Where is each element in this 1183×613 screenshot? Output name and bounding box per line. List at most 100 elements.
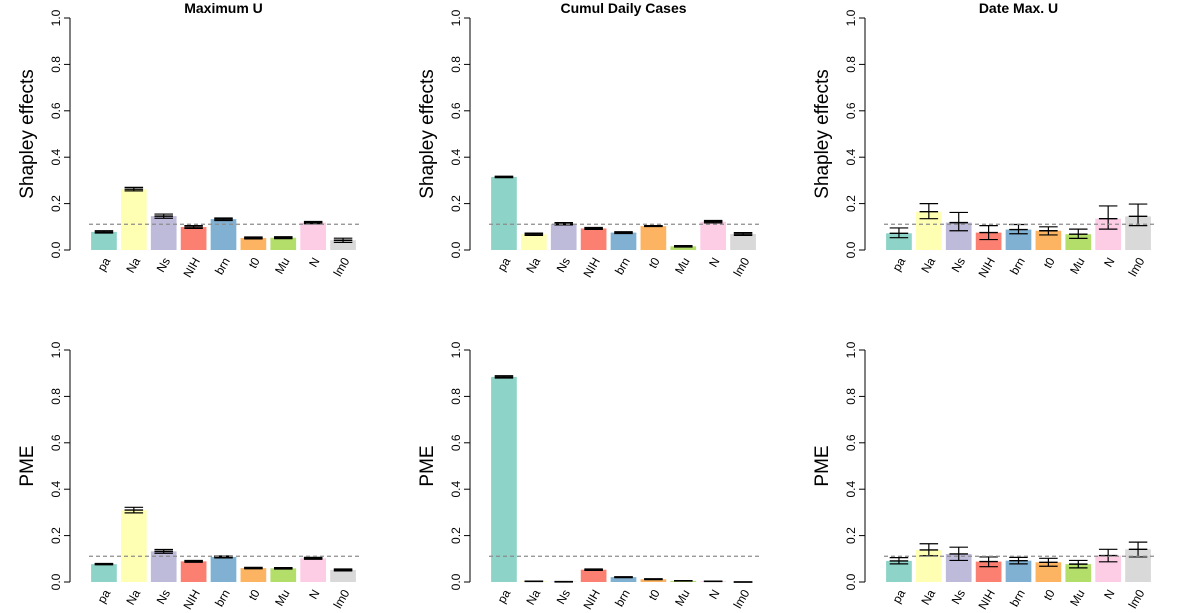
bar-brn [210, 556, 237, 582]
y-tick-label: 0.6 [844, 102, 858, 119]
x-tick-label: N [706, 587, 722, 602]
y-tick-label: 0.4 [449, 481, 463, 498]
x-tick-label: NIH [180, 255, 202, 280]
x-tick-label: pa [94, 255, 113, 274]
y-tick-label: 0.2 [844, 195, 858, 212]
x-tick-label: lm0 [731, 587, 753, 611]
bar-pa [91, 231, 117, 250]
bar-pa [886, 560, 912, 582]
y-tick-label: 1.0 [449, 9, 463, 26]
y-tick-label: 0.2 [844, 527, 858, 544]
bar-nih [180, 227, 207, 250]
bar-brn [1005, 229, 1032, 250]
bar-ns [550, 223, 577, 250]
y-tick-label: 0.0 [49, 241, 63, 258]
y-tick-label: 0.8 [449, 388, 463, 405]
bar-lm0 [730, 233, 756, 250]
x-tick-label: pa [889, 587, 908, 606]
y-axis-label: Shapley effects [17, 69, 38, 199]
panel-title: Cumul Daily Cases [560, 0, 686, 16]
x-tick-label: NIH [180, 587, 202, 612]
y-tick-label: 0.2 [449, 195, 463, 212]
x-tick-label: lm0 [331, 255, 353, 279]
x-tick-label: N [1101, 255, 1117, 270]
x-tick-label: t0 [646, 255, 663, 271]
y-tick-label: 1.0 [49, 9, 63, 26]
y-tick-label: 0.8 [49, 56, 63, 73]
bar-n [300, 222, 327, 250]
y-tick-label: 0.6 [844, 434, 858, 451]
bar-na [120, 189, 147, 250]
y-tick-label: 0.6 [49, 434, 63, 451]
x-tick-label: t0 [1041, 587, 1058, 603]
x-tick-label: Na [523, 255, 543, 276]
bar-pa [491, 176, 517, 250]
x-tick-label: brn [1007, 255, 1028, 277]
y-axis-label: Shapley effects [417, 69, 438, 199]
bar-n [700, 221, 727, 250]
y-tick-label: 0.0 [844, 241, 858, 258]
y-tick-label: 0.0 [449, 573, 463, 590]
x-tick-label: lm0 [1126, 587, 1148, 611]
x-tick-label: Na [918, 587, 938, 608]
bar-lm0 [330, 240, 356, 250]
x-tick-label: Na [523, 587, 543, 608]
bar-nih [580, 228, 607, 250]
panel-1: Maximum U 0.0 0.2 0.4 0.6 0.8 1.0 Shapley effec… [17, 0, 360, 280]
y-tick-label: 0.4 [449, 149, 463, 166]
bar-na [520, 234, 547, 250]
y-tick-label: 0.8 [49, 388, 63, 405]
bar-mu [670, 246, 697, 250]
x-tick-label: brn [1007, 587, 1028, 609]
panel-2: Cumul Daily Cases 0.0 0.2 0.4 0.6 0.8 1.0 Shapl… [417, 0, 760, 280]
bar-mu [270, 568, 297, 582]
panel-title: Date Max. U [979, 0, 1058, 16]
bar-lm0 [330, 569, 356, 582]
x-tick-label: N [306, 587, 322, 602]
x-tick-label: Ns [554, 587, 573, 607]
bar-nih [580, 569, 607, 582]
y-tick-label: 0.4 [844, 149, 858, 166]
y-tick-label: 0.8 [844, 56, 858, 73]
bar-brn [610, 577, 637, 582]
x-tick-label: Na [918, 255, 938, 276]
x-tick-label: brn [212, 255, 233, 277]
y-tick-label: 0.8 [844, 388, 858, 405]
x-tick-label: NIH [580, 255, 602, 280]
x-tick-label: NIH [975, 587, 997, 612]
x-tick-label: Na [123, 587, 143, 608]
x-tick-label: Ns [949, 255, 968, 275]
x-tick-label: t0 [246, 255, 263, 271]
bar-brn [610, 232, 637, 250]
x-tick-label: N [1101, 587, 1117, 602]
y-tick-label: 0.0 [449, 241, 463, 258]
x-tick-label: Mu [272, 255, 292, 276]
y-tick-label: 0.8 [449, 56, 463, 73]
bar-t0 [1035, 230, 1062, 250]
bar-na [120, 510, 147, 582]
bar-t0 [240, 568, 267, 582]
x-tick-label: t0 [646, 587, 663, 603]
x-tick-label: Ns [554, 255, 573, 275]
y-tick-label: 0.6 [449, 434, 463, 451]
x-tick-label: t0 [246, 587, 263, 603]
y-tick-label: 0.6 [49, 102, 63, 119]
x-tick-label: Na [123, 255, 143, 276]
bar-t0 [640, 579, 667, 582]
x-tick-label: Mu [672, 587, 692, 608]
panel-title: Maximum U [184, 0, 263, 16]
x-tick-label: Mu [1067, 255, 1087, 276]
y-tick-label: 0.2 [49, 195, 63, 212]
bar-t0 [640, 226, 667, 250]
bar-pa [491, 376, 517, 582]
x-tick-label: pa [94, 587, 113, 606]
y-tick-label: 0.2 [449, 527, 463, 544]
y-tick-label: 0.0 [844, 573, 858, 590]
x-tick-label: NIH [975, 255, 997, 280]
x-tick-label: lm0 [731, 255, 753, 279]
bar-nih [975, 232, 1002, 250]
y-tick-label: 0.0 [49, 573, 63, 590]
x-tick-label: brn [212, 587, 233, 609]
